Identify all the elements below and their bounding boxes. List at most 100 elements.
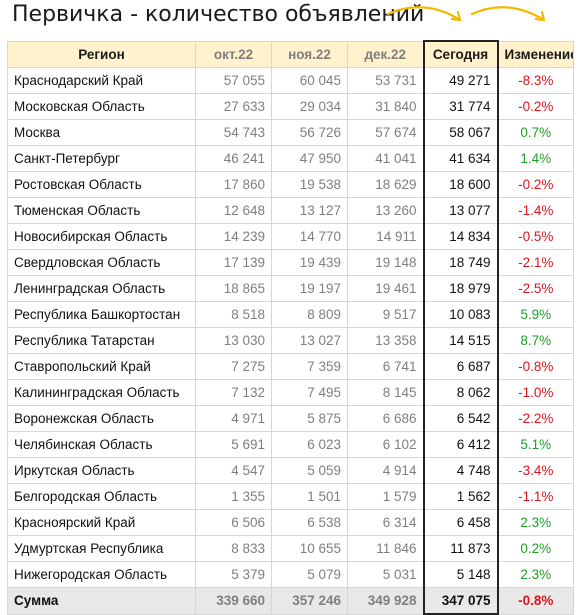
- header-change: Изменение: [497, 40, 574, 68]
- arrow-icon: [470, 6, 546, 22]
- today-value: 14 834: [422, 223, 499, 250]
- oct-value: 14 239: [195, 223, 272, 250]
- today-value: 18 600: [422, 171, 499, 198]
- dec-value: 19 148: [347, 249, 424, 276]
- dec-value: 14 911: [347, 223, 424, 250]
- region-cell: Красноярский Край: [7, 509, 196, 536]
- header-nov: ноя.22: [271, 40, 348, 68]
- region-cell: Санкт-Петербург: [7, 145, 196, 172]
- oct-value: 1 355: [195, 483, 272, 510]
- header-today: Сегодня: [422, 40, 499, 68]
- dec-value: 57 674: [347, 119, 424, 146]
- table-row: Республика Башкортостан 8 518 8 809 9 517 10…: [7, 301, 574, 328]
- header-region: Регион: [7, 40, 196, 68]
- region-cell: Нижегородская Область: [7, 561, 196, 588]
- table-row: Челябинская Область 5 691 6 023 6 102 6 412 5…: [7, 431, 574, 458]
- table-row: Нижегородская Область 5 379 5 079 5 031 5 14…: [7, 561, 574, 588]
- today-value: 1 562: [422, 483, 499, 510]
- region-cell: Ростовская Область: [7, 171, 196, 198]
- change-value: -1.1%: [497, 483, 574, 510]
- change-value: -0.5%: [497, 223, 574, 250]
- change-value: -1.4%: [497, 197, 574, 224]
- oct-value: 4 547: [195, 457, 272, 484]
- nov-value: 8 809: [271, 301, 348, 328]
- region-cell: Московская Область: [7, 93, 196, 120]
- nov-value: 47 950: [271, 145, 348, 172]
- today-value: 347 075: [422, 587, 499, 615]
- region-cell: Ленинградская Область: [7, 275, 196, 302]
- nov-value: 6 538: [271, 509, 348, 536]
- change-value: -2.1%: [497, 249, 574, 276]
- oct-value: 339 660: [195, 587, 272, 615]
- today-value: 6 542: [422, 405, 499, 432]
- change-value: -2.5%: [497, 275, 574, 302]
- oct-value: 27 633: [195, 93, 272, 120]
- region-cell: Сумма: [7, 587, 196, 615]
- nov-value: 357 246: [271, 587, 348, 615]
- change-value: 2.3%: [497, 509, 574, 536]
- change-value: 1.4%: [497, 145, 574, 172]
- arrow-icon: [386, 6, 462, 22]
- oct-value: 8 833: [195, 535, 272, 562]
- nov-value: 5 059: [271, 457, 348, 484]
- change-value: -0.8%: [497, 353, 574, 380]
- nov-value: 13 027: [271, 327, 348, 354]
- today-value: 49 271: [422, 67, 499, 94]
- region-cell: Иркутская Область: [7, 457, 196, 484]
- dec-value: 41 041: [347, 145, 424, 172]
- oct-value: 8 518: [195, 301, 272, 328]
- oct-value: 54 743: [195, 119, 272, 146]
- oct-value: 13 030: [195, 327, 272, 354]
- change-value: 0.7%: [497, 119, 574, 146]
- dec-value: 8 145: [347, 379, 424, 406]
- dec-value: 6 741: [347, 353, 424, 380]
- table-row: Удмуртская Республика 8 833 10 655 11 846 11…: [7, 535, 574, 562]
- oct-value: 18 865: [195, 275, 272, 302]
- page-title: Первичка - количество объявлений: [12, 2, 425, 27]
- today-value: 13 077: [422, 197, 499, 224]
- change-value: -0.8%: [497, 587, 574, 615]
- table-row: Санкт-Петербург 46 241 47 950 41 041 41 634 1…: [7, 145, 574, 172]
- region-cell: Челябинская Область: [7, 431, 196, 458]
- dec-value: 6 686: [347, 405, 424, 432]
- region-cell: Республика Башкортостан: [7, 301, 196, 328]
- region-cell: Свердловская Область: [7, 249, 196, 276]
- region-cell: Москва: [7, 119, 196, 146]
- region-cell: Республика Татарстан: [7, 327, 196, 354]
- listings-table: Регион окт.22 ноя.22 дек.22 Сегодня Изме…: [7, 40, 574, 615]
- today-value: 41 634: [422, 145, 499, 172]
- today-value: 31 774: [422, 93, 499, 120]
- dec-value: 4 914: [347, 457, 424, 484]
- nov-value: 6 023: [271, 431, 348, 458]
- region-cell: Ставропольский Край: [7, 353, 196, 380]
- dec-value: 53 731: [347, 67, 424, 94]
- region-cell: Краснодарский Край: [7, 67, 196, 94]
- nov-value: 10 655: [271, 535, 348, 562]
- table-row: Калининградская Область 7 132 7 495 8 145 8 …: [7, 379, 574, 406]
- today-value: 4 748: [422, 457, 499, 484]
- change-value: 5.9%: [497, 301, 574, 328]
- dec-value: 19 461: [347, 275, 424, 302]
- total-row: Сумма 339 660 357 246 349 928 347 075 -0.8%: [7, 587, 574, 615]
- region-cell: Белгородская Область: [7, 483, 196, 510]
- today-value: 6 412: [422, 431, 499, 458]
- nov-value: 7 359: [271, 353, 348, 380]
- dec-value: 6 314: [347, 509, 424, 536]
- oct-value: 4 971: [195, 405, 272, 432]
- table-row: Новосибирская Область 14 239 14 770 14 911 1…: [7, 223, 574, 250]
- oct-value: 5 691: [195, 431, 272, 458]
- table-row: Ростовская Область 17 860 19 538 18 629 18 6…: [7, 171, 574, 198]
- nov-value: 19 439: [271, 249, 348, 276]
- arrow-annotations: [386, 6, 546, 22]
- table-row: Свердловская Область 17 139 19 439 19 148 18…: [7, 249, 574, 276]
- dec-value: 1 579: [347, 483, 424, 510]
- table-row: Москва 54 743 56 726 57 674 58 067 0.7%: [7, 119, 574, 146]
- oct-value: 6 506: [195, 509, 272, 536]
- nov-value: 1 501: [271, 483, 348, 510]
- change-value: 2.3%: [497, 561, 574, 588]
- dec-value: 31 840: [347, 93, 424, 120]
- today-value: 10 083: [422, 301, 499, 328]
- table-row: Ленинградская Область 18 865 19 197 19 461 1…: [7, 275, 574, 302]
- table-row: Республика Татарстан 13 030 13 027 13 358 14…: [7, 327, 574, 354]
- table-row: Воронежская Область 4 971 5 875 6 686 6 542-…: [7, 405, 574, 432]
